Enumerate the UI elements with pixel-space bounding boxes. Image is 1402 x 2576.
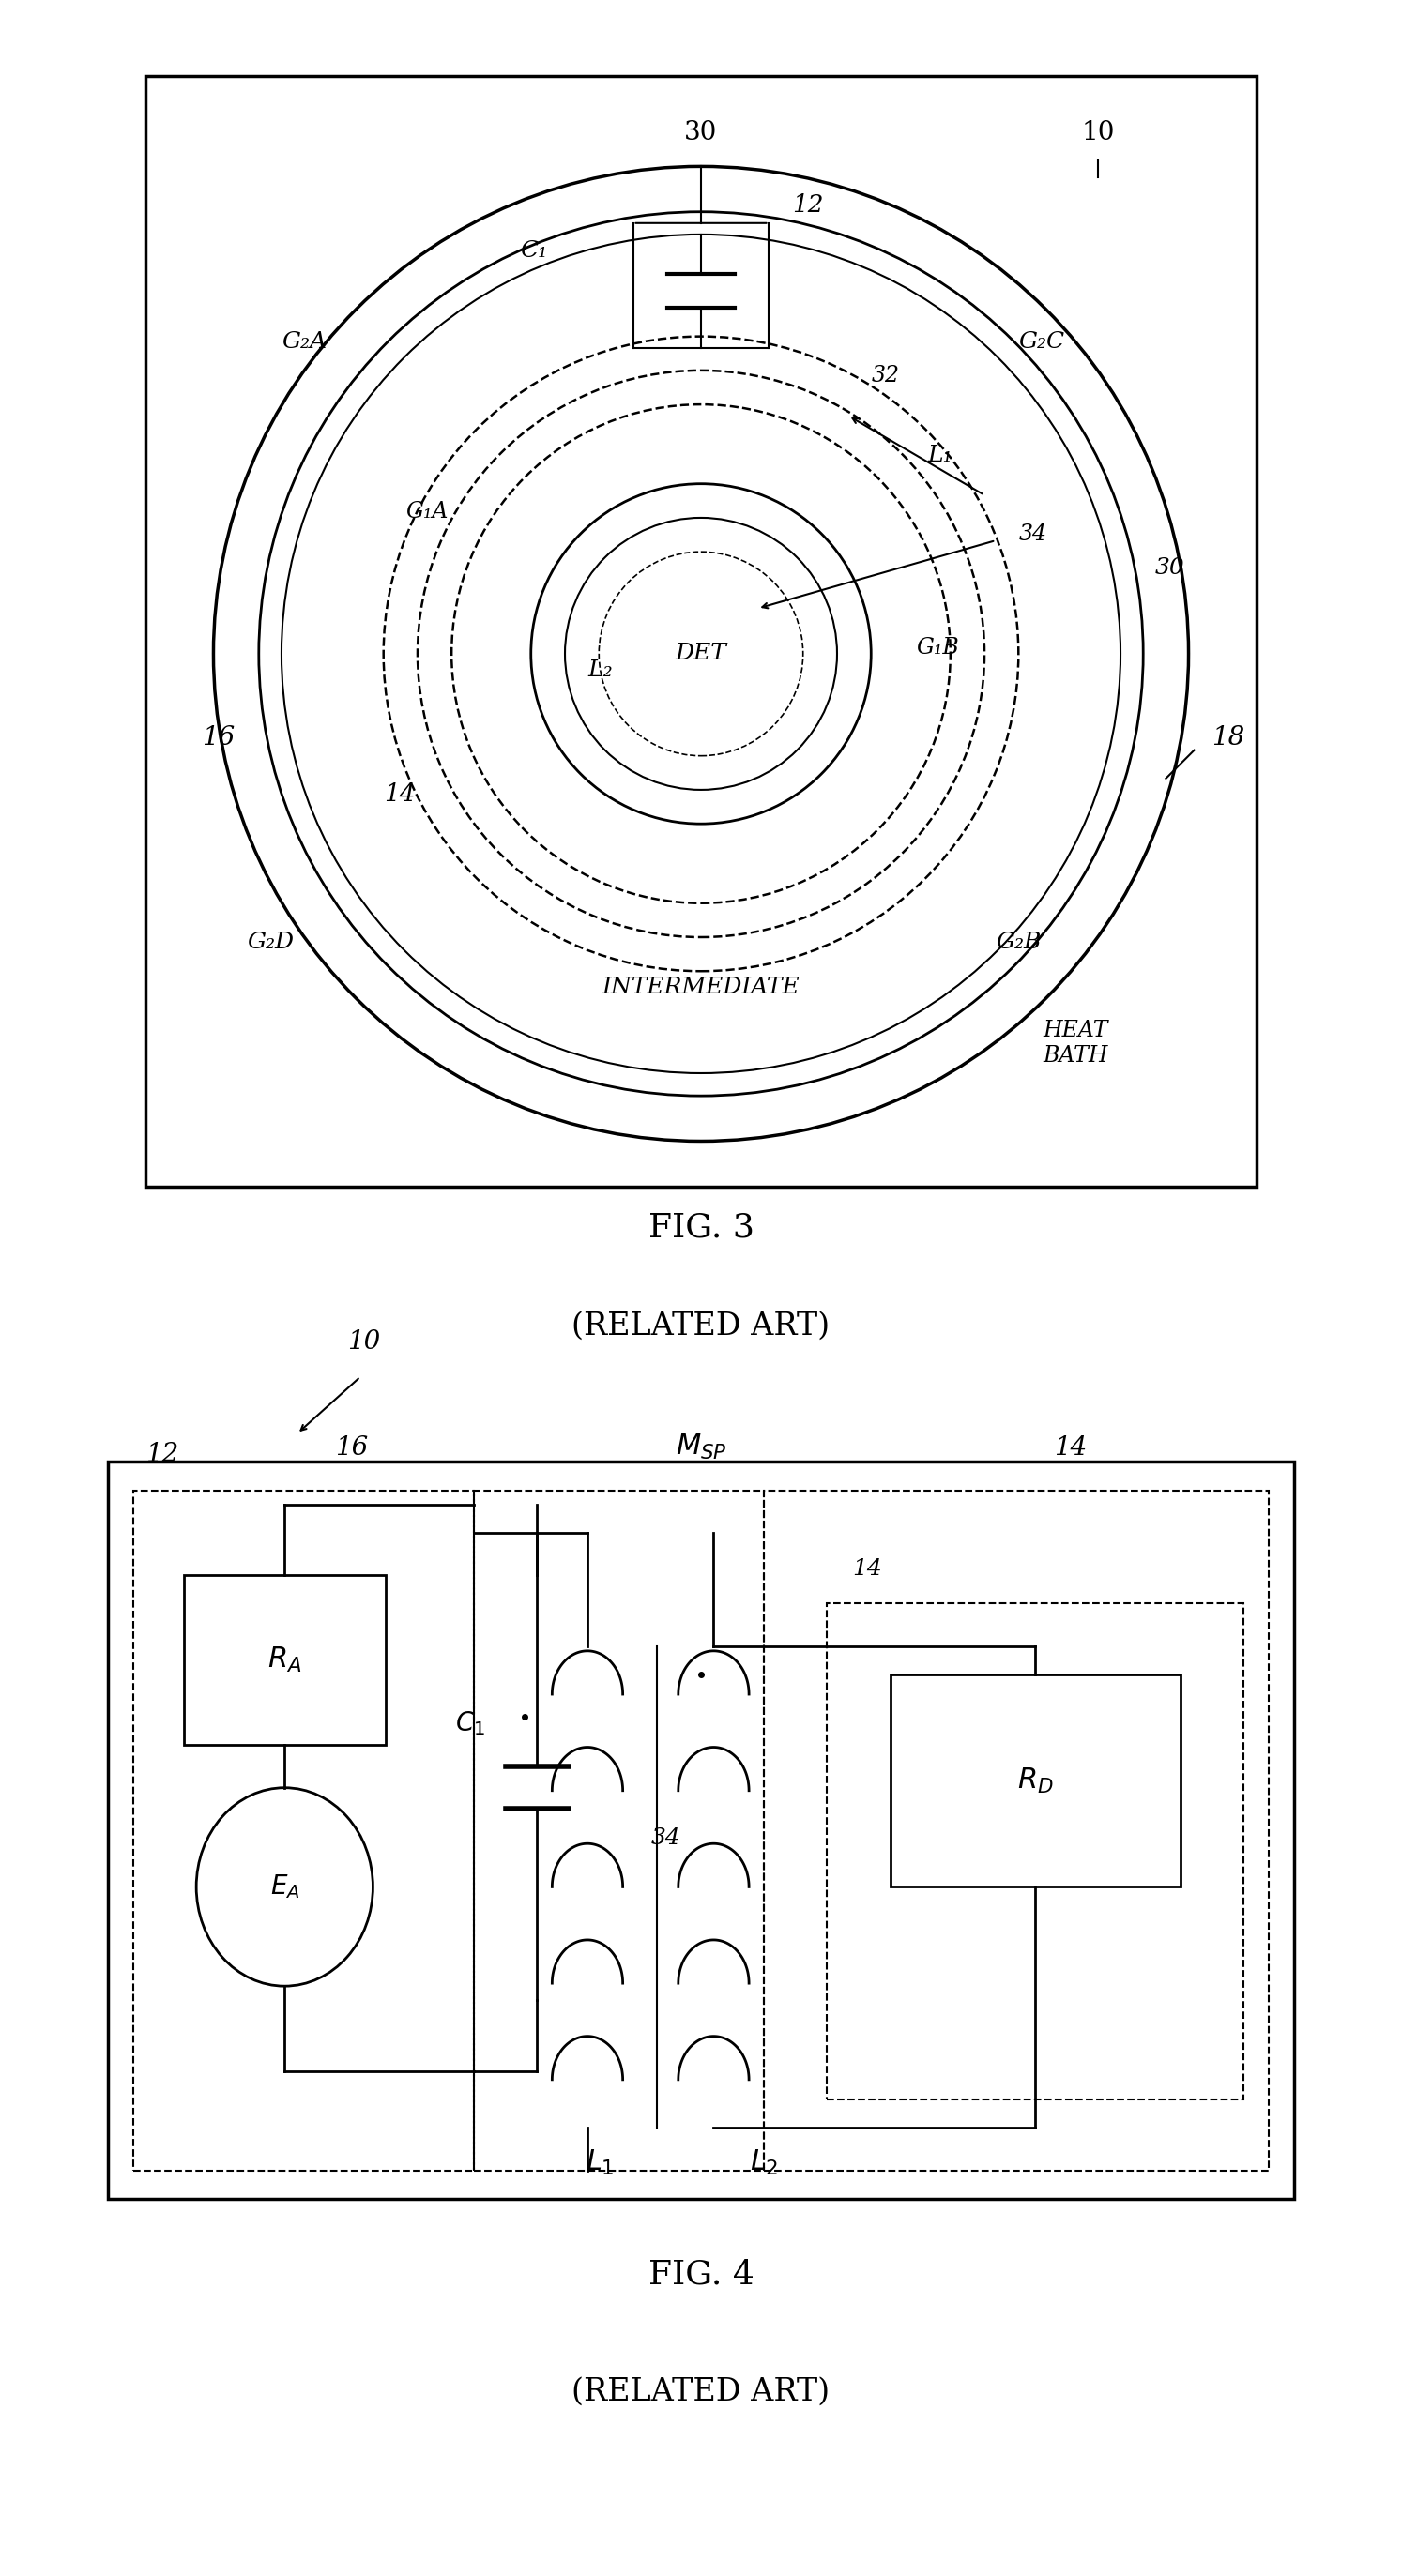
Text: $M_{SP}$: $M_{SP}$ (676, 1432, 728, 1461)
FancyBboxPatch shape (184, 1574, 386, 1747)
Text: G₂A: G₂A (282, 330, 327, 353)
Text: L₂: L₂ (587, 659, 613, 680)
Text: DET: DET (676, 644, 726, 665)
Text: (RELATED ART): (RELATED ART) (572, 2378, 830, 2406)
Text: $R_D$: $R_D$ (1018, 1767, 1053, 1795)
Text: 14: 14 (852, 1558, 882, 1579)
Text: FIG. 4: FIG. 4 (648, 2259, 754, 2290)
Text: $R_A$: $R_A$ (268, 1646, 301, 1674)
Text: 14: 14 (384, 783, 415, 806)
Text: G₁A: G₁A (407, 500, 449, 523)
Text: G₂D: G₂D (248, 933, 294, 953)
Text: 10: 10 (348, 1329, 381, 1355)
Text: (RELATED ART): (RELATED ART) (572, 1311, 830, 1342)
Text: 30: 30 (1154, 556, 1185, 580)
Text: INTERMEDIATE: INTERMEDIATE (601, 976, 801, 999)
Text: C₁: C₁ (520, 240, 547, 263)
Text: HEAT
BATH: HEAT BATH (1043, 1020, 1108, 1066)
Text: G₂C: G₂C (1018, 330, 1064, 353)
Text: $E_A$: $E_A$ (269, 1873, 300, 1901)
Text: 32: 32 (871, 366, 899, 386)
Text: G₂B: G₂B (995, 933, 1042, 953)
Text: 34: 34 (651, 1826, 680, 1850)
Text: 34: 34 (1018, 523, 1047, 546)
FancyBboxPatch shape (890, 1674, 1180, 1886)
Text: 12: 12 (146, 1443, 179, 1468)
Text: G₁B: G₁B (917, 636, 959, 659)
Text: $L_1$: $L_1$ (586, 2148, 614, 2177)
Text: 12: 12 (792, 193, 823, 216)
Text: $L_2$: $L_2$ (750, 2148, 778, 2177)
Text: 14: 14 (1054, 1435, 1088, 1461)
Text: 16: 16 (202, 724, 236, 750)
Text: 18: 18 (1211, 724, 1245, 750)
Text: L₁: L₁ (928, 443, 953, 466)
Text: 10: 10 (1081, 118, 1115, 144)
Text: 30: 30 (684, 118, 718, 144)
Text: 16: 16 (335, 1435, 369, 1461)
Text: $C_1$: $C_1$ (454, 1710, 485, 1736)
Text: FIG. 3: FIG. 3 (648, 1211, 754, 1244)
